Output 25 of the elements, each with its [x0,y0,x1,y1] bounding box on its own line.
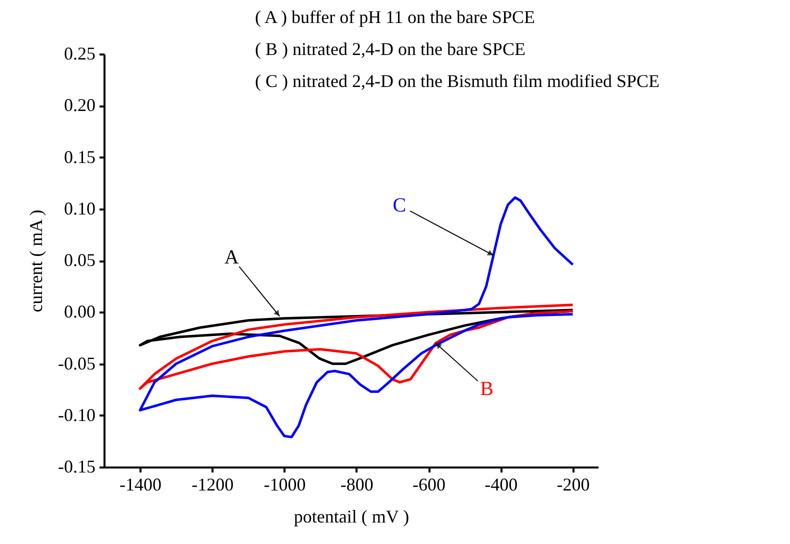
y-tick-label: 0.20 [64,95,96,116]
y-tick-label: 0.25 [64,44,96,64]
annotation: B [480,378,494,400]
y-tick-label: 0.05 [64,250,96,270]
annotation: C [392,194,406,216]
x-tick-label: -1200 [192,474,234,494]
y-tick-label: -0.15 [58,456,96,476]
y-tick-label: 0.15 [64,146,96,167]
x-axis-title: potentail ( mV ) [294,506,410,526]
y-tick-label: -0.10 [58,404,96,425]
annotation: A [224,246,240,268]
line-series [138,196,574,438]
x-tick-label: -800 [340,474,374,494]
x-tick-label: -600 [412,474,446,494]
annotation: ( C ) nitrated 2,4-D on the Bismuth film modified SPCE [255,71,660,91]
y-tick-label: 0.10 [64,198,96,218]
y-tick-label: 0.00 [64,302,96,322]
y-axis-title: current ( mA ) [26,210,46,312]
x-tick-label: -1400 [120,474,162,494]
annotation: ( B ) nitrated 2,4-D on the bare SPCE [255,39,526,59]
text: ( A ) buffer of pH 11 on the bare SPCE [255,7,535,27]
x-tick-label: -200 [556,474,590,494]
y-tick-label: -0.05 [58,353,96,374]
x-tick-label: -1000 [264,474,306,494]
x-tick-label: -400 [484,474,518,494]
